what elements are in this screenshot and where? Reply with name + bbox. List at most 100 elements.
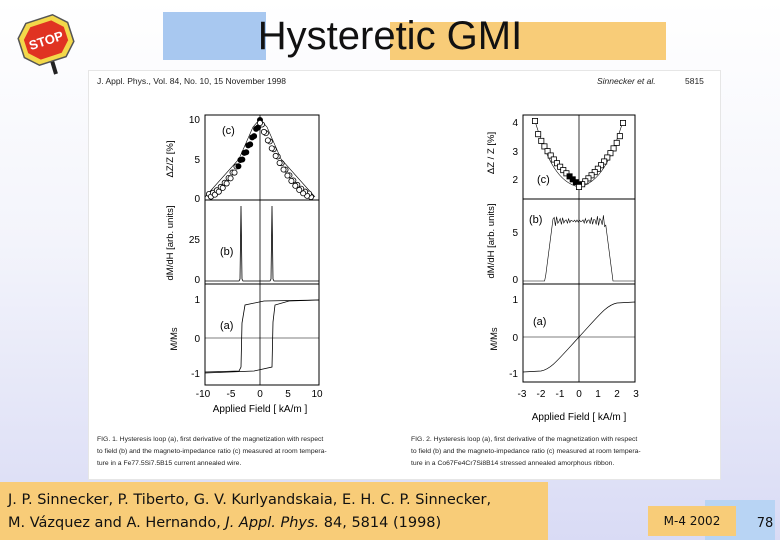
svg-text:4: 4 <box>512 118 518 129</box>
title-accent-yellow <box>390 22 666 60</box>
svg-text:10: 10 <box>189 115 201 126</box>
fig2-panel-b-curve <box>523 215 635 282</box>
citation-line-2: M. Vázquez and A. Hernando, J. Appl. Phy… <box>8 512 540 535</box>
svg-text:0: 0 <box>194 194 200 205</box>
plot-marker <box>296 186 303 193</box>
citation-authors-2: M. Vázquez and A. Hernando, <box>8 515 221 531</box>
figure-2: (c) 4 3 2 ΔZ / Z [%] (b) 5 0 dM/dH [arb.… <box>411 114 641 467</box>
plot-marker <box>268 145 275 152</box>
fig1-panel-a-label: (a) <box>220 320 233 332</box>
figure-1: (c) 10 5 0 ΔZ/Z [%] (b) 25 0 dM/dH [arb.… <box>97 114 327 467</box>
fig1-panel-c-label: (c) <box>222 125 235 137</box>
plot-marker <box>223 180 230 187</box>
svg-text:0: 0 <box>512 275 518 286</box>
fig1-panel-a-upper-branch <box>204 299 320 373</box>
stop-sign-icon: STOP <box>17 13 75 75</box>
fig2-caption-line-2: to field (b) and the magneto-impedance r… <box>411 448 641 455</box>
plot-marker <box>231 169 238 176</box>
paper-figure-scan: J. Appl. Phys., Vol. 84, No. 10, 15 Nove… <box>88 70 721 480</box>
plot-marker <box>588 172 595 179</box>
fig2-caption-line-1: FIG. 2. Hysteresis loop (a), first deriv… <box>411 436 637 443</box>
svg-text:-1: -1 <box>191 369 200 380</box>
plot-marker <box>560 167 567 174</box>
footer-label: M-4 2002 <box>648 506 736 536</box>
fig1-panel-b-frame <box>204 199 320 285</box>
fig1-panel-a-ylabel: M/Ms <box>169 327 180 350</box>
svg-text:0: 0 <box>194 275 200 286</box>
plot-marker <box>557 163 564 170</box>
plot-marker <box>594 165 601 172</box>
svg-text:5: 5 <box>194 155 200 166</box>
fig2-panel-a-label: (a) <box>533 316 546 328</box>
svg-text:0: 0 <box>512 333 518 344</box>
svg-text:1: 1 <box>512 295 518 306</box>
plot-marker <box>284 172 291 179</box>
title-accent-blue <box>163 12 266 60</box>
plot-marker <box>613 139 620 146</box>
plot-marker <box>219 184 226 191</box>
fig1-panel-a-frame <box>204 283 320 386</box>
plot-marker <box>235 163 242 170</box>
fig2-panel-a-curve <box>522 301 636 373</box>
fig2-panel-a-ylabel: M/Ms <box>489 327 500 350</box>
plot-marker <box>544 148 551 155</box>
fig1-panel-a-lower-branch <box>204 299 320 374</box>
fig1-x-label: Applied Field [ kA/m ] <box>213 404 308 415</box>
plot-marker <box>535 131 542 138</box>
svg-text:-1: -1 <box>509 369 518 380</box>
plot-marker <box>610 145 617 152</box>
svg-text:5: 5 <box>285 389 291 400</box>
fig1-panel-c-ylabel: ΔZ/Z [%] <box>165 141 176 178</box>
svg-text:1: 1 <box>194 295 200 306</box>
svg-text:3: 3 <box>512 147 518 158</box>
fig1-caption-line-2: to field (b) and the magneto-impedance r… <box>97 448 327 455</box>
paper-header-left: J. Appl. Phys., Vol. 84, No. 10, 15 Nove… <box>97 76 286 86</box>
svg-text:0: 0 <box>194 334 200 345</box>
citation-volume: 84 <box>323 515 343 531</box>
plot-marker <box>276 159 283 166</box>
plot-marker <box>256 120 263 127</box>
svg-text:25: 25 <box>189 235 201 246</box>
plot-marker <box>260 128 267 135</box>
citation-box: J. P. Sinnecker, P. Tiberto, G. V. Kurly… <box>0 482 548 540</box>
plot-marker <box>243 149 250 156</box>
svg-text:-2: -2 <box>537 389 546 400</box>
fig1-panel-b-ylabel: dM/dH [arb. units] <box>165 206 176 281</box>
fig1-caption-line-3: ture in a Fe77.5Si7.5B15 current anneale… <box>97 460 241 467</box>
fig1-panel-b-label: (b) <box>220 246 233 258</box>
fig1-panel-c-markers <box>206 117 314 201</box>
plot-marker <box>575 184 582 191</box>
plot-marker <box>227 175 234 182</box>
fig2-panel-c-ylabel: ΔZ / Z [%] <box>486 132 497 174</box>
paper-figures-svg: J. Appl. Phys., Vol. 84, No. 10, 15 Nove… <box>97 76 704 467</box>
fig1-caption-line-1: FIG. 1. Hysteresis loop (a), first deriv… <box>97 436 323 443</box>
fig2-panel-c-markers <box>531 118 627 191</box>
plot-marker <box>288 177 295 184</box>
plot-marker <box>553 160 560 167</box>
plot-marker <box>264 137 271 144</box>
plot-marker <box>607 150 614 157</box>
plot-marker <box>251 133 258 140</box>
plot-marker <box>550 156 557 163</box>
fig1-panel-b-curve <box>205 205 319 282</box>
plot-marker <box>597 162 604 169</box>
fig2-panel-b-label: (b) <box>529 214 542 226</box>
svg-text:-5: -5 <box>227 389 236 400</box>
svg-text:1: 1 <box>595 389 601 400</box>
citation-journal: J. Appl. Phys. <box>225 515 320 531</box>
plot-marker <box>272 152 279 159</box>
svg-text:2: 2 <box>512 175 518 186</box>
citation-pages: , 5814 (1998) <box>342 515 442 531</box>
plot-marker <box>239 156 246 163</box>
plot-marker <box>247 141 254 148</box>
plot-marker <box>531 118 538 125</box>
plot-marker <box>292 182 299 189</box>
plot-marker <box>604 154 611 161</box>
citation-line-1: J. P. Sinnecker, P. Tiberto, G. V. Kurly… <box>8 492 492 508</box>
plot-marker <box>563 170 570 177</box>
svg-text:-10: -10 <box>196 389 211 400</box>
plot-marker <box>601 158 608 165</box>
fig2-panel-b-ylabel: dM/dH [arb. units] <box>486 204 497 279</box>
svg-text:0: 0 <box>257 389 263 400</box>
paper-header-page: 5815 <box>685 76 704 86</box>
